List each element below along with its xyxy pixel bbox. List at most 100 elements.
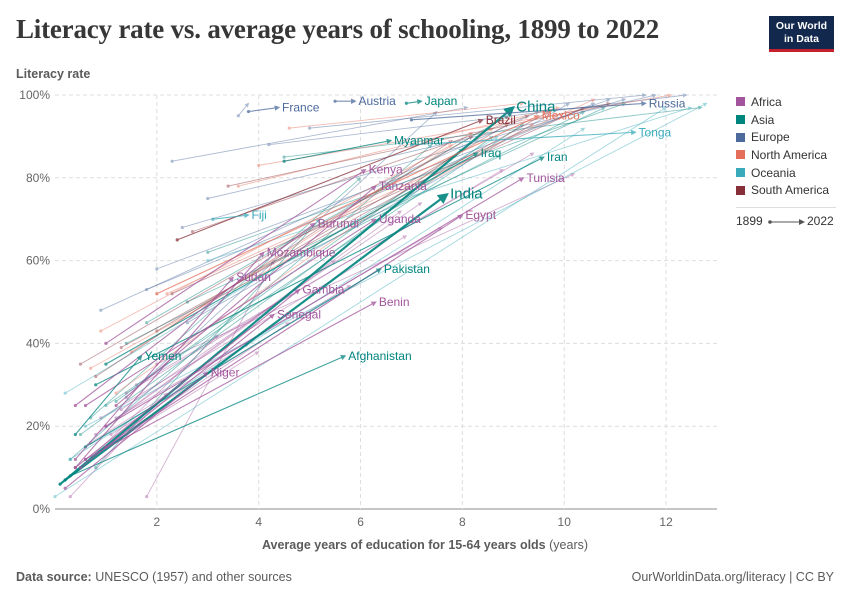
series-line [85, 268, 382, 448]
y-tick-label: 0% [33, 502, 51, 516]
series-start-point [185, 321, 189, 325]
series-line [105, 214, 464, 448]
legend-item-oceania[interactable]: Oceania [736, 164, 846, 182]
series-start-point [99, 329, 103, 333]
series-start-point [145, 287, 149, 292]
series-label-tonga: Tonga [639, 125, 672, 139]
background-series-54 [78, 135, 474, 366]
series-tanzania [114, 185, 377, 408]
series-label-sudan: Sudan [236, 270, 271, 284]
legend-item-north-america[interactable]: North America [736, 146, 846, 164]
series-start-point [257, 163, 261, 167]
series-start-point [206, 250, 210, 254]
series-start-point [63, 391, 67, 395]
series-start-point [119, 345, 123, 350]
background-series-33 [155, 98, 611, 271]
background-series-21 [206, 102, 627, 254]
y-tick-label: 20% [26, 419, 50, 433]
source-url-link[interactable]: OurWorldinData.org/literacy | CC BY [631, 570, 834, 584]
series-label-senegal: Senegal [277, 307, 321, 321]
series-russia [409, 100, 647, 122]
series-label-iraq: Iraq [481, 146, 502, 160]
series-start-point [134, 383, 139, 387]
series-line [284, 105, 703, 158]
series-label-yemen: Yemen [145, 349, 182, 363]
series-yemen [73, 354, 143, 437]
y-tick-label: 60% [26, 254, 50, 268]
series-label-tanzania: Tanzania [379, 179, 427, 193]
series-myanmar [282, 138, 393, 163]
series-start-point [94, 374, 98, 379]
data-source-text: UNESCO (1957) and other sources [95, 570, 292, 584]
series-start-point [114, 391, 118, 395]
series-label-fiji: Fiji [252, 208, 267, 222]
series-start-point [190, 230, 195, 234]
series-line [166, 98, 596, 295]
data-source-label: Data source: [16, 570, 92, 584]
series-line [69, 144, 433, 460]
series-start-point [206, 196, 210, 201]
series-label-afghanistan: Afghanistan [348, 349, 411, 363]
background-series-50 [94, 140, 453, 379]
series-line [70, 355, 347, 477]
series-line [411, 100, 647, 121]
legend-divider [736, 207, 836, 208]
background-series-32 [99, 110, 540, 312]
series-line [100, 235, 408, 419]
background-series-41 [236, 106, 561, 188]
background-series-29 [180, 97, 627, 230]
series-start-point [114, 399, 118, 403]
series-uganda [83, 218, 377, 408]
series-start-point [155, 329, 159, 333]
series-start-point [109, 432, 113, 437]
series-kenya [104, 168, 367, 345]
series-line [95, 156, 545, 386]
legend-item-europe[interactable]: Europe [736, 128, 846, 146]
background-series-46 [53, 106, 667, 499]
background-series-17 [124, 111, 586, 345]
legend-item-asia[interactable]: Asia [736, 111, 846, 129]
series-line [411, 129, 637, 146]
series-label-tunisia: Tunisia [526, 171, 565, 185]
series-line [64, 371, 209, 489]
series-label-brazil: Brazil [486, 113, 516, 127]
series-line [75, 222, 316, 406]
legend-item-africa[interactable]: Africa [736, 93, 846, 111]
series-france [246, 105, 281, 114]
series-label-china: China [516, 98, 556, 115]
x-axis-title-unit: (years) [549, 538, 589, 552]
legend-swatch-africa [736, 97, 745, 107]
series-label-uganda: Uganda [379, 212, 421, 226]
legend-item-south-america[interactable]: South America [736, 181, 846, 199]
series-line [74, 276, 234, 460]
series-sudan [73, 276, 234, 461]
series-gambia [73, 288, 301, 470]
series-line [85, 102, 708, 427]
series-line [172, 105, 469, 162]
y-tick-label: 80% [26, 171, 50, 185]
series-line [115, 185, 377, 406]
data-source: Data source: UNESCO (1957) and other sou… [16, 570, 292, 584]
background-series-37 [89, 123, 535, 370]
owid-logo[interactable]: Our World in Data [769, 16, 834, 52]
series-line [126, 169, 504, 394]
series-iraq [104, 152, 479, 366]
series-line [120, 111, 550, 348]
series-label-gambia: Gambia [302, 283, 344, 297]
background-series-layer [53, 93, 708, 499]
series-start-point [53, 494, 57, 499]
series-line [248, 105, 281, 113]
series-start-point [226, 184, 230, 188]
series-label-egypt: Egypt [465, 208, 496, 222]
series-start-point [155, 267, 159, 271]
series-line [131, 131, 474, 353]
series-label-benin: Benin [379, 295, 410, 309]
background-series-15 [78, 135, 494, 437]
y-axis-title: Literacy rate [16, 67, 91, 81]
background-series-14 [119, 202, 423, 412]
series-line [284, 138, 393, 162]
y-tick-label: 100% [19, 88, 50, 102]
series-start-point [185, 300, 189, 304]
series-start-point [94, 466, 98, 470]
